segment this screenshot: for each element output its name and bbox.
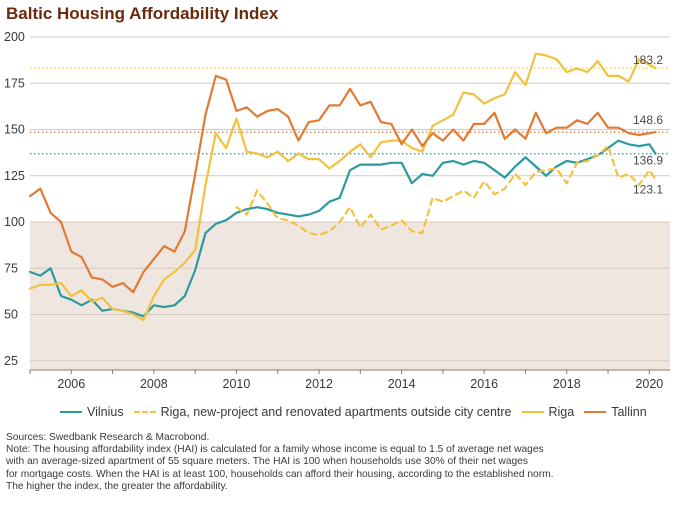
- note-line: with an average-sized apartment of 55 sq…: [6, 456, 528, 468]
- y-tick-label: 150: [4, 123, 25, 137]
- x-tick-label: 2016: [470, 377, 498, 391]
- y-tick-label: 200: [4, 30, 25, 44]
- y-tick-label: 50: [4, 308, 18, 322]
- legend-swatch-vilnius: [60, 411, 82, 413]
- end-value-label-tallinn: 148.6: [633, 113, 663, 127]
- legend-swatch-riga: [521, 411, 544, 413]
- note-line: The higher the index, the greater the af…: [6, 480, 228, 492]
- legend-swatch-riga-new: [133, 411, 156, 413]
- legend-item-riga-new: Riga, new-project and renovated apartmen…: [133, 405, 512, 419]
- note-line: for mortgage costs. When the HAI is at l…: [6, 468, 554, 480]
- chart-title: Baltic Housing Affordability Index: [6, 4, 279, 23]
- legend-item-tallinn: Tallinn: [584, 405, 647, 419]
- x-tick-label: 2010: [223, 377, 251, 391]
- legend-label-riga: Riga: [548, 405, 575, 419]
- chart-plot: 25 50 75 100 125 150 175 200 2006 2008 2010 2012 201…: [4, 30, 670, 391]
- y-tick-label: 175: [4, 76, 25, 90]
- legend-item-riga: Riga: [521, 405, 575, 419]
- x-tick-label: 2018: [553, 377, 581, 391]
- y-tick-label: 125: [4, 169, 25, 183]
- x-tick-label: 2006: [57, 377, 85, 391]
- legend-label-vilnius: Vilnius: [87, 405, 124, 419]
- legend-item-vilnius: Vilnius: [60, 405, 124, 419]
- x-tick-label: 2014: [388, 377, 416, 391]
- legend-label-tallinn: Tallinn: [611, 405, 647, 419]
- x-tick-label: 2020: [635, 377, 663, 391]
- legend: Vilnius Riga, new-project and renovated …: [60, 403, 657, 421]
- legend-label-riga-new: Riga, new-project and renovated apartmen…: [160, 405, 512, 419]
- end-value-label-riga: 183.2: [633, 53, 663, 67]
- note-line: Note: The housing affordability index (H…: [6, 444, 544, 456]
- x-tick-label: 2008: [140, 377, 168, 391]
- chart-notes: Sources: Swedbank Research & Macrobond. …: [6, 432, 553, 493]
- end-value-label-riga-new: 123.1: [633, 182, 663, 196]
- y-tick-label: 100: [4, 215, 25, 229]
- series-line-riga: [28, 52, 657, 322]
- y-tick-label: 25: [4, 354, 18, 368]
- affordability-threshold-region: [30, 222, 670, 370]
- end-value-label-vilnius: 136.9: [633, 154, 663, 168]
- series-line-tallinn: [28, 74, 657, 294]
- y-tick-label: 75: [4, 261, 18, 275]
- series-line-riga-new: [235, 145, 657, 236]
- source-note: Sources: Swedbank Research & Macrobond.: [6, 432, 210, 443]
- legend-swatch-tallinn: [584, 411, 607, 413]
- x-tick-label: 2012: [305, 377, 333, 391]
